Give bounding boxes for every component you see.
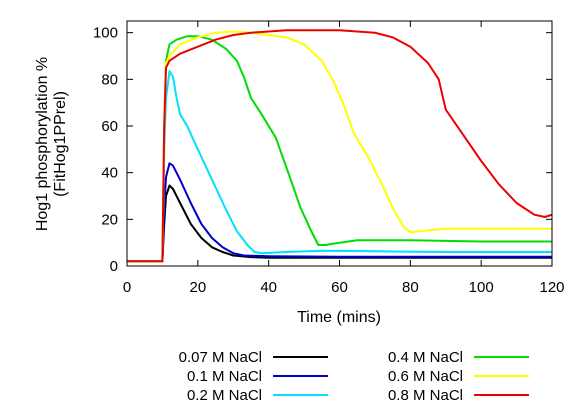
x-axis-label: Time (mins): [297, 309, 381, 326]
legend-label-4: 0.6 M NaCl: [388, 368, 463, 385]
series-line-3: [127, 36, 552, 261]
series-lines: [127, 30, 552, 261]
legend-label-5: 0.8 M NaCl: [388, 387, 463, 404]
x-tick-label: 100: [469, 279, 494, 296]
x-tick-label: 40: [260, 279, 277, 296]
series-line-1: [127, 163, 552, 261]
series-line-4: [127, 32, 552, 262]
x-tick-label: 80: [402, 279, 419, 296]
y-axis-label: Hog1 phosphorylation % (FitHog1PPrel): [34, 57, 69, 231]
y-axis-label-line2: (FitHog1PPrel): [52, 91, 69, 197]
y-axis-label-line1: Hog1 phosphorylation %: [34, 57, 51, 231]
legend: 0.07 M NaCl 0.1 M NaCl 0.2 M NaCl 0.4 M NaC…: [179, 349, 529, 404]
y-tick-label: 80: [101, 71, 118, 88]
y-tick-label: 0: [110, 258, 118, 275]
x-tick-label: 120: [539, 279, 564, 296]
x-axis: 0 20 40 60 80 100 120: [123, 21, 565, 296]
series-line-0: [127, 186, 552, 262]
legend-label-3: 0.4 M NaCl: [388, 349, 463, 366]
legend-label-0: 0.07 M NaCl: [179, 349, 262, 366]
x-tick-label: 20: [189, 279, 206, 296]
x-tick-label: 0: [123, 279, 131, 296]
series-line-2: [127, 71, 552, 261]
y-tick-label: 40: [101, 165, 118, 182]
x-tick-label: 60: [331, 279, 348, 296]
y-tick-label: 60: [101, 118, 118, 135]
y-tick-label: 100: [93, 25, 118, 42]
legend-label-1: 0.1 M NaCl: [187, 368, 262, 385]
y-tick-label: 20: [101, 211, 118, 228]
series-line-5: [127, 30, 552, 261]
legend-label-2: 0.2 M NaCl: [187, 387, 262, 404]
